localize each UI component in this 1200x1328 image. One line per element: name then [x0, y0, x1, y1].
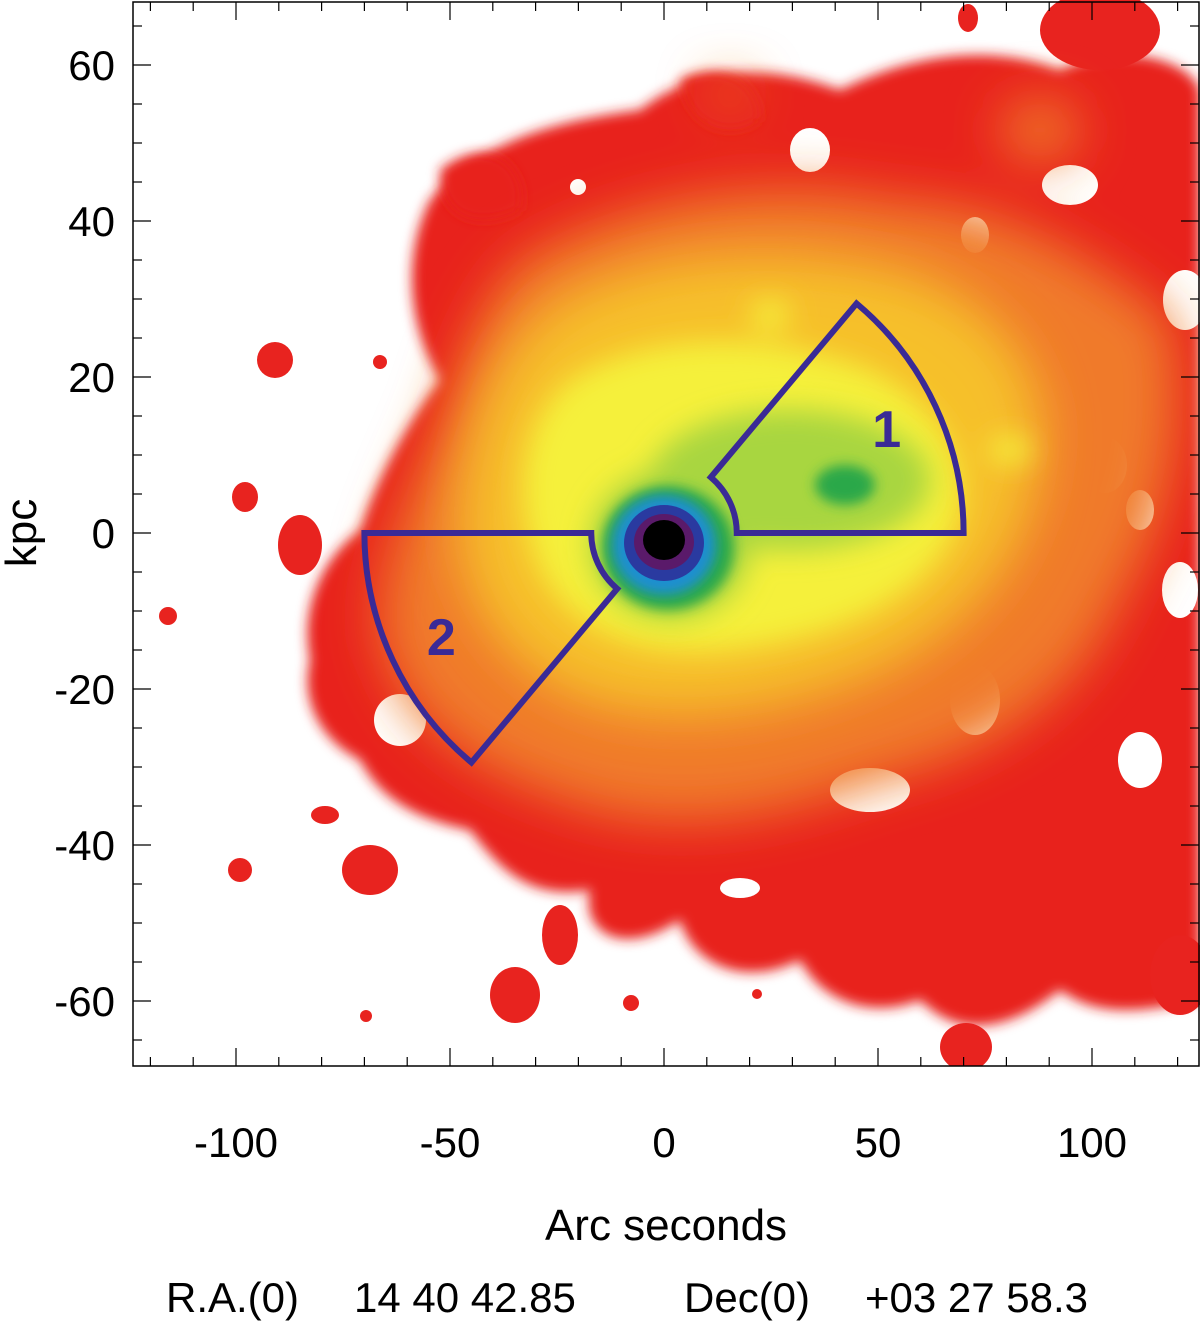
- emission-core: [612, 495, 716, 595]
- ra-label: R.A.(0): [166, 1274, 299, 1321]
- dec-label: Dec(0): [684, 1274, 810, 1321]
- x-tick-label: -50: [420, 1119, 481, 1166]
- sector-label-2: 2: [427, 609, 456, 667]
- sector-regions: 12: [361, 299, 967, 767]
- sector-region-2: [361, 530, 622, 767]
- xray-surface-brightness-map: [159, 0, 1200, 1066]
- ra-value: 14 40 42.85: [354, 1274, 576, 1321]
- sector-region-1: [706, 299, 967, 536]
- y-tick-label: 0: [92, 510, 115, 557]
- y-tick-label: 20: [68, 354, 115, 401]
- y-tick-label: 60: [68, 42, 115, 89]
- x-tick-label: 50: [855, 1119, 902, 1166]
- plot-frame: [132, 1, 1200, 1067]
- y-tick-label: -60: [54, 978, 115, 1025]
- y-tick-label: -20: [54, 666, 115, 713]
- y-tick-label: -40: [54, 822, 115, 869]
- y-tick-label: 40: [68, 198, 115, 245]
- x-tick-label: 100: [1057, 1119, 1127, 1166]
- x-tick-label: 0: [652, 1119, 675, 1166]
- coordinates-line: R.A.(0) 14 40 42.85 Dec(0) +03 27 58.3: [166, 1274, 1088, 1321]
- x-tick-label: -100: [194, 1119, 278, 1166]
- dec-value: +03 27 58.3: [865, 1274, 1088, 1321]
- plot-axes: -100 -50 0 50 100 -60 -40 -20 0 20 40 60: [54, 1, 1200, 1166]
- y-axis-title: kpc: [0, 499, 46, 567]
- x-axis-title: Arc seconds: [545, 1201, 787, 1250]
- sector-label-1: 1: [872, 401, 901, 459]
